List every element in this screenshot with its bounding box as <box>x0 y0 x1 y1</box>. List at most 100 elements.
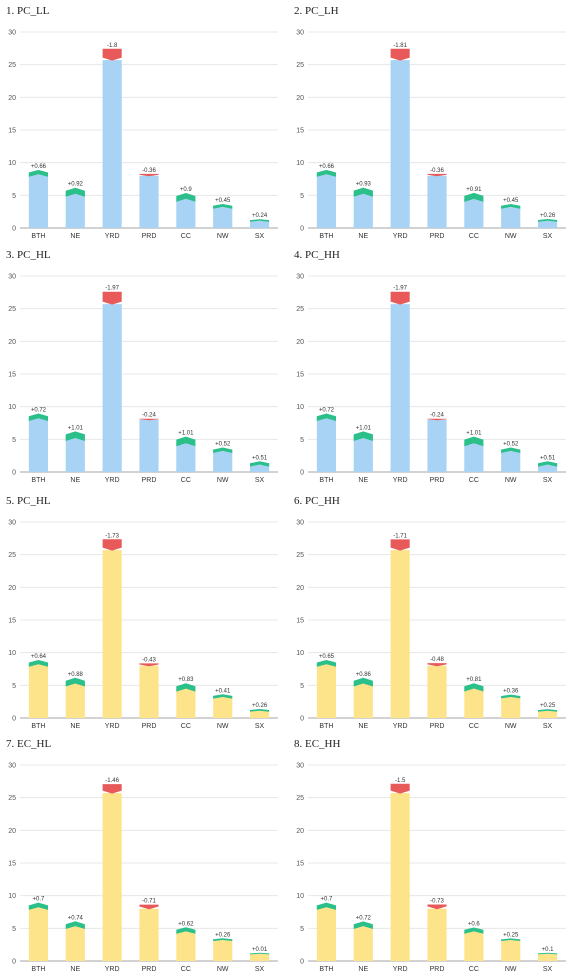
change-label: +0.45 <box>503 198 519 204</box>
bar-nw <box>501 207 521 228</box>
change-label: +0.72 <box>319 407 335 413</box>
bar-prd <box>139 175 159 228</box>
increase-marker-nw <box>213 694 233 699</box>
change-label: +0.91 <box>466 187 482 193</box>
x-tick-label: YRD <box>393 723 408 730</box>
chart-title: 2. PC_LH <box>294 5 339 17</box>
bar-sx <box>249 464 270 472</box>
y-tick-label: 25 <box>8 306 16 313</box>
change-label: -0.71 <box>142 899 156 905</box>
increase-marker-nw <box>501 204 521 209</box>
chart-panel-5: 5. PC_HL 0 5 10 15 20 25 30 +0.64 BTH +0.88 NE -1.73… <box>0 490 288 734</box>
bar-cc <box>176 931 196 961</box>
y-tick-label: 5 <box>12 193 16 200</box>
bar-yrd <box>390 793 410 961</box>
bar-ne <box>65 683 85 718</box>
x-tick-label: NW <box>217 477 229 484</box>
chart-panel-7: 7. EC_HL 0 5 10 15 20 25 30 +0.7 BTH +0.74 NE -1.46 Y… <box>0 733 288 977</box>
increase-marker-bth <box>316 413 336 421</box>
change-label: -1.97 <box>393 286 407 292</box>
change-label: +0.66 <box>319 164 335 170</box>
x-tick-label: CC <box>181 966 191 973</box>
x-tick-label: CC <box>469 477 479 484</box>
change-label: +0.86 <box>356 672 372 678</box>
decrease-marker-prd <box>427 173 447 177</box>
increase-marker-nw <box>213 447 233 453</box>
change-label: +0.45 <box>215 198 231 204</box>
x-tick-label: YRD <box>105 966 120 973</box>
y-tick-label: 0 <box>12 959 16 966</box>
decrease-marker-prd <box>427 418 447 421</box>
chart-panel-6: 6. PC_HH 0 5 10 15 20 25 30 +0.65 BTH +0.86 NE -1.71… <box>288 490 576 734</box>
bar-bth <box>28 664 49 718</box>
bar-prd <box>139 908 159 961</box>
x-tick-label: NW <box>505 477 517 484</box>
chart-panel-8: 8. EC_HH 0 5 10 15 20 25 30 +0.7 BTH +0.72 NE -1.5 YR… <box>288 733 576 977</box>
change-label: +0.25 <box>503 932 519 938</box>
x-tick-label: NW <box>505 233 517 240</box>
change-label: +0.93 <box>356 182 372 188</box>
chart-panel-1: 1. PC_LL 0 5 10 15 20 25 30 +0.66 BTH +0.92 NE -1.8 Y… <box>0 0 288 244</box>
y-tick-label: 20 <box>8 828 16 835</box>
decrease-marker-prd <box>139 173 159 177</box>
bar-bth <box>28 907 49 961</box>
change-label: -1.71 <box>393 533 407 539</box>
x-tick-label: PRD <box>142 233 157 240</box>
x-tick-label: CC <box>181 233 191 240</box>
change-label: +1.01 <box>466 431 482 437</box>
change-label: -1.81 <box>393 43 407 49</box>
increase-marker-cc <box>464 927 484 934</box>
increase-marker-sx <box>250 219 270 222</box>
x-tick-label: PRD <box>430 966 445 973</box>
change-label: +0.26 <box>540 213 556 219</box>
y-tick-label: 20 <box>296 585 304 592</box>
x-tick-label: CC <box>469 233 479 240</box>
change-label: +1.01 <box>68 425 84 431</box>
y-tick-label: 30 <box>296 520 304 527</box>
decrease-marker-yrd <box>102 291 122 305</box>
change-label: +0.51 <box>540 455 556 461</box>
bar-ne <box>353 683 373 718</box>
increase-marker-sx <box>538 952 558 955</box>
y-tick-label: 10 <box>8 404 16 411</box>
bar-ne <box>65 437 85 472</box>
change-label: +0.26 <box>252 703 268 709</box>
change-label: +1.01 <box>356 425 372 431</box>
bar-prd <box>427 908 447 961</box>
bar-ne <box>353 193 373 228</box>
increase-marker-sx <box>250 709 270 712</box>
bar-cc <box>464 931 484 961</box>
increase-marker-nw <box>501 694 521 699</box>
bar-bth <box>28 174 49 228</box>
bar-chart-svg: 2. PC_LH 0 5 10 15 20 25 30 +0.66 BTH +0.93 NE -1.81… <box>294 5 566 240</box>
change-label: +1.01 <box>178 431 194 437</box>
increase-marker-ne <box>65 677 85 687</box>
y-tick-label: 0 <box>300 959 304 966</box>
bar-cc <box>464 442 484 472</box>
decrease-marker-yrd <box>102 539 122 551</box>
bar-bth <box>316 418 337 472</box>
x-tick-label: SX <box>543 723 553 730</box>
y-tick-label: 30 <box>296 763 304 770</box>
y-tick-label: 10 <box>296 160 304 167</box>
increase-marker-sx <box>250 461 270 467</box>
y-tick-label: 25 <box>8 795 16 802</box>
change-label: +0.7 <box>32 897 45 903</box>
increase-marker-nw <box>213 204 233 209</box>
increase-marker-sx <box>538 709 558 712</box>
x-tick-label: NW <box>505 723 517 730</box>
decrease-marker-prd <box>139 904 159 910</box>
y-tick-label: 25 <box>296 795 304 802</box>
y-tick-label: 0 <box>300 470 304 477</box>
bar-nw <box>213 207 233 228</box>
x-tick-label: SX <box>543 477 553 484</box>
x-tick-label: PRD <box>430 723 445 730</box>
y-tick-label: 15 <box>296 372 304 379</box>
y-tick-label: 20 <box>8 95 16 102</box>
bar-sx <box>537 464 558 472</box>
decrease-marker-yrd <box>390 539 410 551</box>
x-tick-label: BTH <box>319 233 333 240</box>
change-label: -1.73 <box>105 533 119 539</box>
y-tick-label: 30 <box>8 30 16 37</box>
